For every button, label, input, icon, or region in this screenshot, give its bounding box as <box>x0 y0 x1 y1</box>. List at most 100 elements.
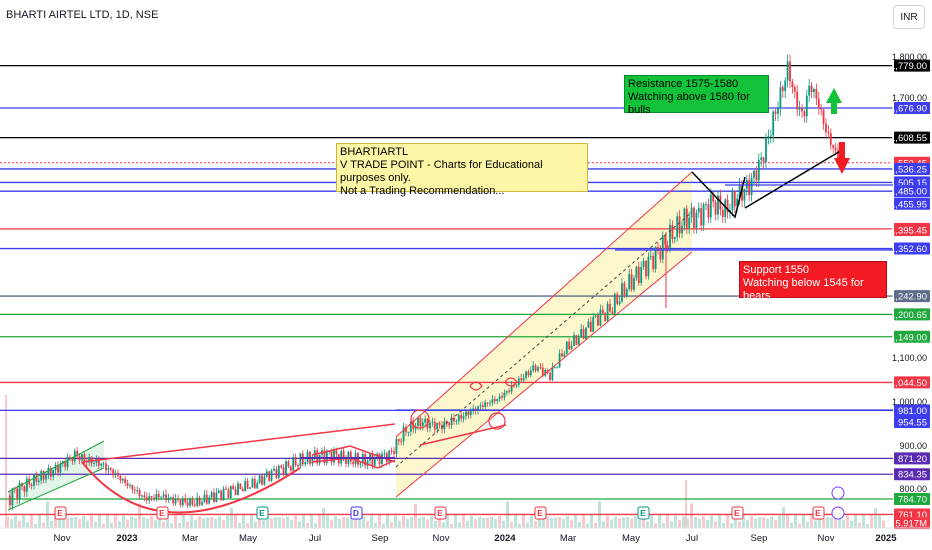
volume-bar <box>706 519 709 528</box>
candle-body <box>654 246 657 270</box>
candle-body <box>817 98 820 109</box>
candle-body <box>741 184 743 201</box>
volume-bar <box>470 515 473 528</box>
candle-body <box>505 390 508 393</box>
volume-bar <box>434 520 437 528</box>
candle-body <box>453 417 455 422</box>
volume-bar <box>406 519 409 528</box>
volume-bar <box>370 515 373 528</box>
volume-bar <box>542 519 545 528</box>
volume-bar <box>574 515 577 528</box>
candle-body <box>277 465 280 478</box>
rising-channel-fill <box>396 172 692 497</box>
support-trendline <box>419 424 507 446</box>
volume-bar <box>146 518 149 528</box>
candle-body <box>215 492 218 502</box>
volume-bar <box>490 516 493 528</box>
candle-body <box>522 377 525 381</box>
volume-bar <box>686 518 689 528</box>
candle-body <box>517 378 520 385</box>
level-label-7: 1,455.95 <box>890 199 927 210</box>
volume-bar <box>82 516 85 528</box>
candle-body <box>141 495 143 497</box>
candle-body <box>645 260 647 277</box>
event-marker-glyph: D <box>353 508 359 518</box>
candle-body <box>635 266 638 279</box>
up-arrow-icon <box>826 88 842 114</box>
candle-body <box>237 483 239 496</box>
candle-body <box>664 235 667 245</box>
candle-body <box>580 328 583 338</box>
volume-bar <box>790 522 793 528</box>
currency-button[interactable]: INR <box>893 5 925 29</box>
volume-bar <box>362 515 365 528</box>
volume-bar <box>222 520 225 528</box>
volume-bar <box>310 515 313 528</box>
level-badge-6 <box>894 185 930 198</box>
volume-bar <box>806 521 809 528</box>
volume-bar <box>174 515 177 528</box>
candle-body <box>193 504 196 506</box>
volume-bar <box>50 520 53 528</box>
candle-body <box>705 204 707 206</box>
candle-body <box>153 497 155 499</box>
candle-body <box>66 457 69 467</box>
volume-bar <box>610 519 613 528</box>
candle-body <box>724 199 727 217</box>
level-badge-14 <box>894 376 930 389</box>
candle-body <box>352 461 355 464</box>
candle-body <box>563 353 566 357</box>
level-label-18: 834.35 <box>898 470 927 481</box>
volume-bar <box>86 520 89 528</box>
event-marker-icon <box>350 506 363 520</box>
volume-bar <box>130 516 133 528</box>
candle-body <box>239 483 242 490</box>
candle-body <box>251 478 254 488</box>
pennant-lower <box>311 457 396 469</box>
candle-body <box>64 461 67 467</box>
cup-curve <box>81 461 301 514</box>
event-marker-glyph: E <box>537 508 543 518</box>
candle-body <box>549 372 551 381</box>
volume-bar <box>674 515 677 528</box>
candle-body <box>743 189 746 201</box>
volume-bar <box>162 521 165 528</box>
volume-bar <box>618 518 621 528</box>
level-badge-7 <box>894 197 930 210</box>
candle-body <box>40 471 43 481</box>
volume-bar <box>306 522 309 528</box>
candle-body <box>131 485 134 490</box>
candle-body <box>503 392 506 398</box>
disclaimer-note: BHARTIARTL V TRADE POINT - Charts for Ed… <box>336 143 588 197</box>
candle-body <box>558 353 561 368</box>
volume-bar <box>150 516 153 528</box>
level-badge-21 <box>894 517 930 530</box>
volume-bar <box>794 515 797 528</box>
candle-body <box>599 309 602 326</box>
event-marker-glyph: E <box>734 508 740 518</box>
candle-body <box>649 256 652 258</box>
candle-body <box>498 396 501 399</box>
volume-bar <box>398 520 401 528</box>
candle-body <box>695 212 698 229</box>
volume-bar <box>294 515 297 528</box>
level-badge-11 <box>894 290 930 303</box>
volume-bar <box>426 519 429 528</box>
volume-bar <box>22 515 25 528</box>
candle-body <box>97 459 100 466</box>
candle-body <box>16 488 19 499</box>
level-badge-1 <box>894 102 930 115</box>
candle-body <box>803 111 806 117</box>
candle-body <box>760 157 763 160</box>
x-tick-label-2: Mar <box>182 533 198 544</box>
candle-body <box>462 416 465 419</box>
candle-body <box>169 497 172 499</box>
level-label-17: 871.20 <box>898 454 927 465</box>
candle-body <box>220 490 223 501</box>
candle-body <box>208 497 211 504</box>
candle-body <box>671 224 674 239</box>
candle-body <box>246 480 249 489</box>
y-tick-label-5: 800.00 <box>899 484 927 494</box>
volume-bar <box>586 523 589 528</box>
